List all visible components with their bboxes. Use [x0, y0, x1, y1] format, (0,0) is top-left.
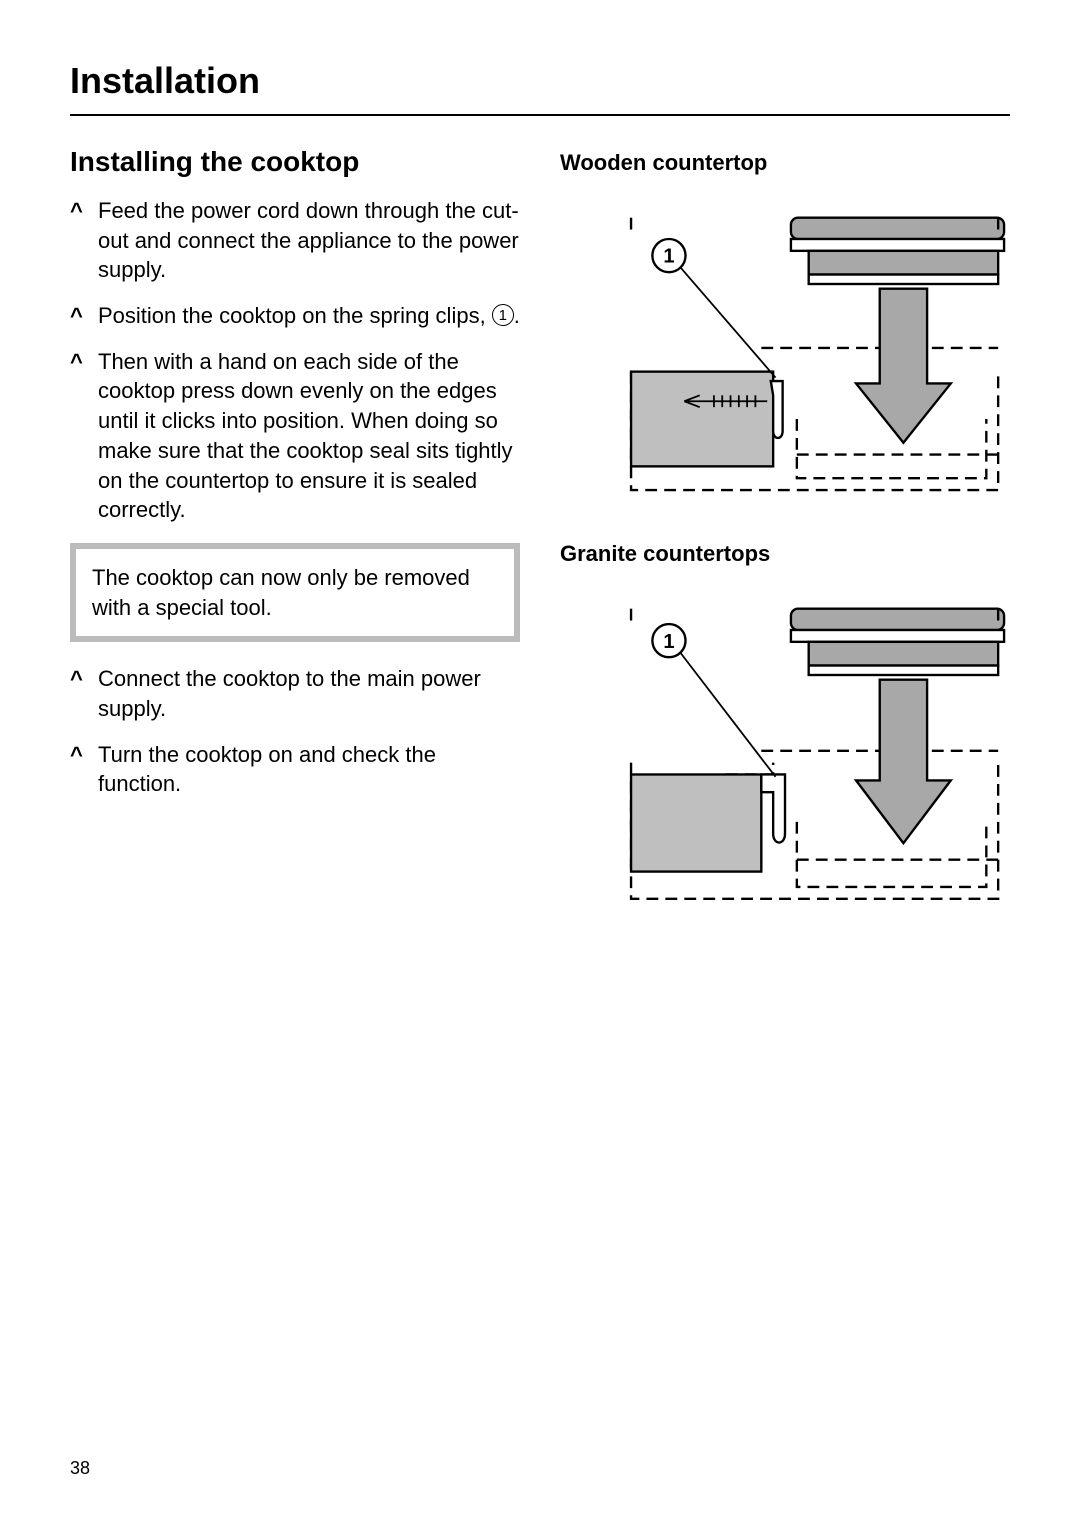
step-item: Then with a hand on each side of the coo… [70, 347, 520, 525]
callout-label: 1 [663, 631, 674, 653]
step-text-suffix: . [514, 303, 520, 328]
step-item: Connect the cooktop to the main power su… [70, 664, 520, 723]
step-text: Then with a hand on each side of the coo… [98, 349, 513, 522]
step-item: Position the cooktop on the spring clips… [70, 301, 520, 331]
wood-diagram-svg: 1 [560, 194, 1010, 502]
granite-diagram: 1 [560, 585, 1010, 922]
right-column: Wooden countertop [560, 146, 1010, 955]
step-list-a: Feed the power cord down through the cut… [70, 196, 520, 525]
granite-diagram-svg: 1 [560, 585, 1010, 917]
step-text: Position the cooktop on the spring clips… [98, 303, 492, 328]
note-text: The cooktop can now only be removed with… [92, 565, 470, 620]
page: Installation Installing the cooktop Feed… [0, 0, 1080, 1529]
left-column: Installing the cooktop Feed the power co… [70, 146, 520, 955]
left-heading: Installing the cooktop [70, 146, 520, 178]
step-text: Connect the cooktop to the main power su… [98, 666, 481, 721]
granite-heading: Granite countertops [560, 541, 1010, 567]
step-item: Feed the power cord down through the cut… [70, 196, 520, 285]
page-title: Installation [70, 60, 1010, 116]
step-item: Turn the cooktop on and check the functi… [70, 740, 520, 799]
step-list-b: Connect the cooktop to the main power su… [70, 664, 520, 799]
note-box: The cooktop can now only be removed with… [70, 543, 520, 642]
callout-label: 1 [663, 246, 674, 268]
wood-heading: Wooden countertop [560, 150, 1010, 176]
page-number: 38 [70, 1458, 90, 1479]
step-text: Turn the cooktop on and check the functi… [98, 742, 436, 797]
columns: Installing the cooktop Feed the power co… [70, 146, 1010, 955]
circled-one-inline: 1 [492, 304, 514, 326]
wood-diagram: 1 [560, 194, 1010, 507]
step-text: Feed the power cord down through the cut… [98, 198, 519, 282]
